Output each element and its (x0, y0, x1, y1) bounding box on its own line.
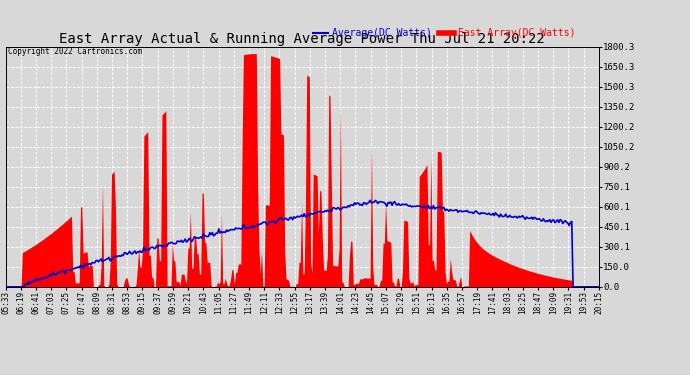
Text: Copyright 2022 Cartronics.com: Copyright 2022 Cartronics.com (8, 47, 142, 56)
Title: East Array Actual & Running Average Power Thu Jul 21 20:22: East Array Actual & Running Average Powe… (59, 32, 545, 46)
Legend: Average(DC Watts), East Array(DC Watts): Average(DC Watts), East Array(DC Watts) (309, 24, 579, 42)
